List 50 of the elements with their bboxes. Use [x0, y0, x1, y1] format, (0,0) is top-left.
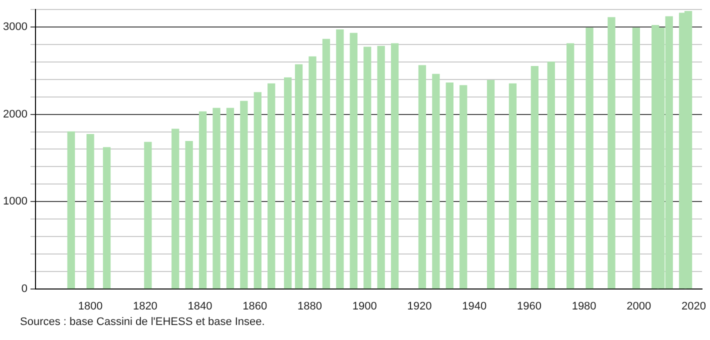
bar — [418, 65, 426, 289]
y-tick-label: 2000 — [2, 108, 28, 120]
bar — [172, 128, 180, 289]
bar — [198, 111, 207, 289]
bar — [212, 108, 220, 289]
bar — [350, 32, 358, 289]
bar — [486, 80, 495, 289]
x-tick-label: 1800 — [78, 300, 103, 312]
x-tick-label: 2000 — [626, 300, 652, 312]
bar — [390, 43, 399, 289]
bar — [284, 77, 292, 289]
bar — [586, 28, 594, 289]
bar — [508, 83, 517, 289]
bar — [144, 142, 152, 289]
y-tick-label: 0 — [21, 282, 28, 295]
bar — [377, 46, 385, 289]
bar — [460, 85, 468, 289]
x-tick-label: 2020 — [682, 300, 706, 312]
bar — [336, 29, 344, 289]
bar — [268, 83, 276, 289]
bar — [226, 108, 234, 289]
x-tick-label: 1840 — [188, 300, 212, 312]
bar — [632, 28, 640, 289]
bar — [240, 100, 248, 289]
bar — [566, 43, 574, 289]
x-tick-label: 1920 — [407, 300, 432, 312]
bar — [446, 82, 454, 289]
bar — [67, 131, 75, 289]
y-tick-label: 3000 — [2, 21, 28, 34]
x-tick-label: 1820 — [132, 300, 158, 312]
bar — [102, 147, 111, 289]
bar — [294, 64, 303, 289]
bar — [547, 62, 555, 289]
bar — [86, 134, 94, 289]
y-tick-label: 1000 — [2, 196, 28, 208]
x-tick-label: 1900 — [352, 300, 377, 312]
x-tick-label: 1940 — [462, 300, 487, 312]
bar — [185, 141, 193, 289]
x-tick-label: 1860 — [242, 300, 268, 312]
bar — [364, 46, 372, 289]
source-note: Sources : base Cassini de l'EHESS et base Insee. — [19, 316, 266, 328]
bar — [322, 38, 330, 289]
bar — [432, 74, 440, 289]
x-tick-label: 1960 — [516, 300, 542, 312]
x-tick-label: 1880 — [298, 300, 322, 312]
x-tick-label: 1980 — [572, 300, 596, 312]
bar — [530, 66, 539, 289]
bar — [608, 17, 616, 289]
bar — [254, 92, 262, 289]
bar — [308, 56, 316, 289]
